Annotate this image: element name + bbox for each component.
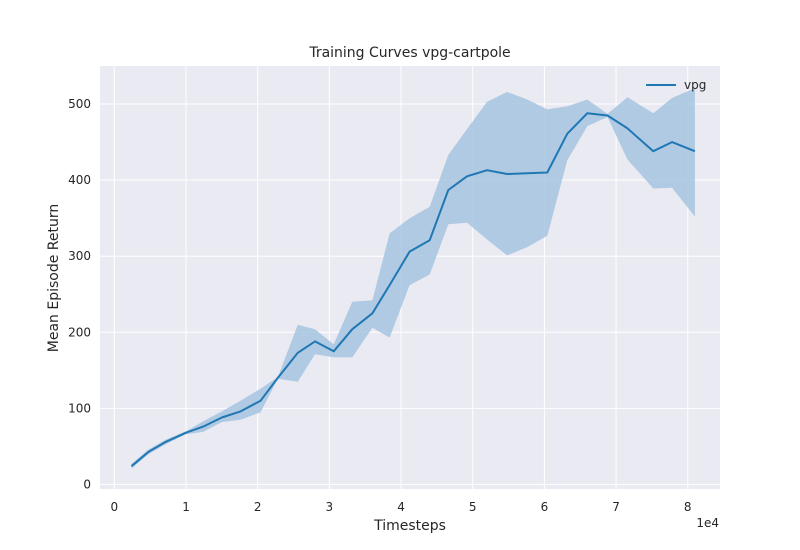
x-tick-label: 8 [684, 500, 692, 514]
y-tick-label: 200 [68, 325, 91, 339]
legend: vpg [646, 78, 706, 92]
series-line-vpg [130, 112, 696, 467]
x-axis-offset-label: 1e4 [696, 516, 719, 530]
y-tick-label: 300 [68, 249, 91, 263]
x-tick-label: 2 [254, 500, 262, 514]
y-tick-label: 100 [68, 401, 91, 415]
x-tick-label: 3 [326, 500, 334, 514]
y-axis-label: Mean Episode Return [46, 204, 62, 352]
x-tick-label: 1 [182, 500, 190, 514]
legend-label-vpg: vpg [684, 78, 706, 92]
y-tick-label: 0 [83, 477, 91, 491]
x-tick-label: 4 [397, 500, 405, 514]
chart-title: Training Curves vpg-cartpole [308, 45, 510, 61]
x-tick-label: 6 [541, 500, 549, 514]
std-band [131, 88, 695, 469]
y-tick-labels: 0 100 200 300 400 500 [68, 97, 91, 491]
x-tick-labels: 0 1 2 3 4 5 6 7 8 [111, 500, 692, 514]
x-axis-label: Timesteps [373, 518, 446, 534]
x-tick-label: 0 [111, 500, 119, 514]
y-tick-label: 500 [68, 97, 91, 111]
x-tick-label: 5 [469, 500, 477, 514]
y-tick-label: 400 [68, 173, 91, 187]
x-tick-label: 7 [612, 500, 620, 514]
